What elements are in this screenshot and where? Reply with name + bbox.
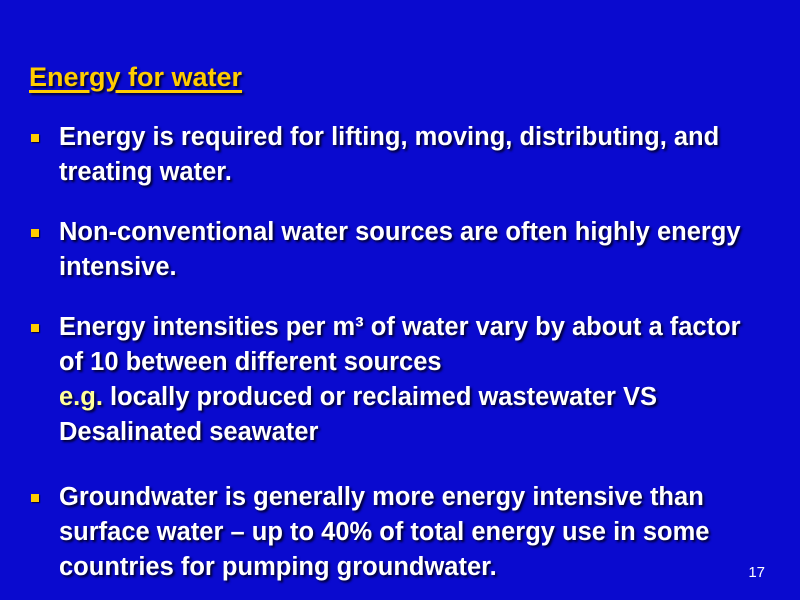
bullet-item: Non-conventional water sources are often… — [29, 215, 749, 285]
square-bullet-icon — [31, 229, 39, 237]
bullet-text: Groundwater is generally more energy int… — [59, 483, 710, 581]
bullet-text-example: locally produced or reclaimed wastewater… — [59, 383, 658, 446]
bullet-text: Energy is required for lifting, moving, … — [59, 123, 720, 186]
page-number: 17 — [748, 564, 765, 581]
square-bullet-icon — [31, 134, 39, 142]
bullet-text: Non-conventional water sources are often… — [59, 218, 741, 281]
bullet-text: Energy intensities per m³ of water vary … — [59, 310, 769, 450]
square-bullet-icon — [31, 324, 39, 332]
eg-highlight: e.g. — [59, 383, 103, 411]
bullet-item: Groundwater is generally more energy int… — [29, 480, 799, 585]
slide-title: Energy for water — [29, 62, 243, 92]
bullet-item: Energy intensities per m³ of water vary … — [29, 310, 769, 450]
bullet-text-main: Energy intensities per m³ of water vary … — [59, 313, 741, 376]
square-bullet-icon — [31, 494, 39, 502]
bullet-item: Energy is required for lifting, moving, … — [29, 120, 799, 190]
